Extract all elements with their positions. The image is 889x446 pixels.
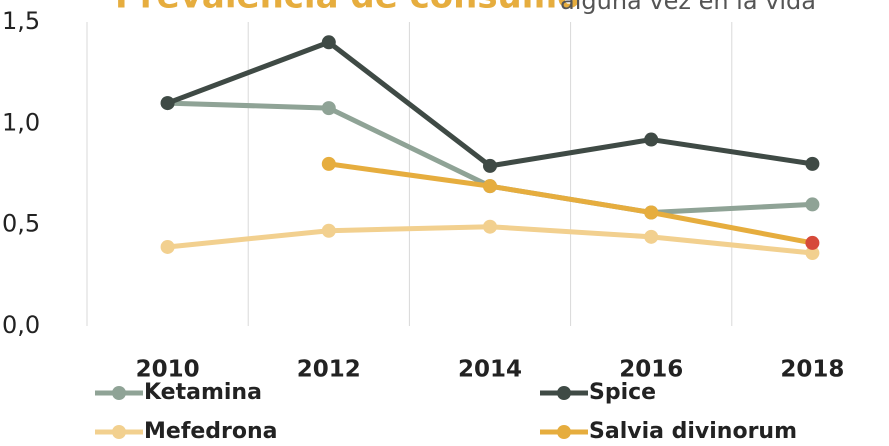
- legend-label: Mefedrona: [144, 419, 278, 444]
- series-line: [328, 161, 813, 246]
- legend-label: Spice: [589, 380, 656, 405]
- series-marker: [805, 197, 820, 212]
- series-marker: [321, 223, 336, 238]
- y-tick-label: 1,0: [2, 108, 40, 136]
- series-marker: [805, 156, 820, 171]
- series-marker: [321, 101, 336, 116]
- x-tick-label: 2014: [458, 357, 522, 383]
- series-marker: [805, 235, 820, 250]
- y-tick-label: 0,0: [2, 311, 40, 339]
- series-marker: [644, 229, 659, 244]
- legend-label: Ketamina: [144, 380, 262, 405]
- x-tick-label: 2012: [297, 357, 361, 383]
- y-tick-label: 1,5: [2, 7, 40, 35]
- series-marker: [321, 35, 336, 50]
- series-marker: [644, 132, 659, 147]
- series-marker: [321, 156, 336, 171]
- series-marker: [160, 96, 175, 111]
- series-marker: [483, 179, 497, 194]
- series-marker: [644, 205, 659, 220]
- series-marker: [483, 219, 497, 234]
- chart-subtitle: alguna vez en la vida: [560, 0, 816, 15]
- legend-marker: [557, 425, 571, 439]
- legend-marker: [557, 386, 571, 400]
- x-tick-label: 2016: [619, 357, 683, 383]
- x-tick-label: 2010: [136, 357, 200, 383]
- series-marker: [483, 158, 497, 173]
- series-marker: [805, 246, 820, 261]
- legend-marker: [112, 386, 126, 400]
- series-marker: [160, 239, 175, 254]
- x-tick-label: 2018: [780, 357, 844, 383]
- legend-label: Salvia divinorum: [589, 419, 797, 444]
- y-tick-label: 0,5: [2, 210, 40, 238]
- series-line: [167, 100, 813, 216]
- legend-marker: [112, 425, 126, 439]
- chart-title: Prevalencia de consumo: [115, 0, 581, 17]
